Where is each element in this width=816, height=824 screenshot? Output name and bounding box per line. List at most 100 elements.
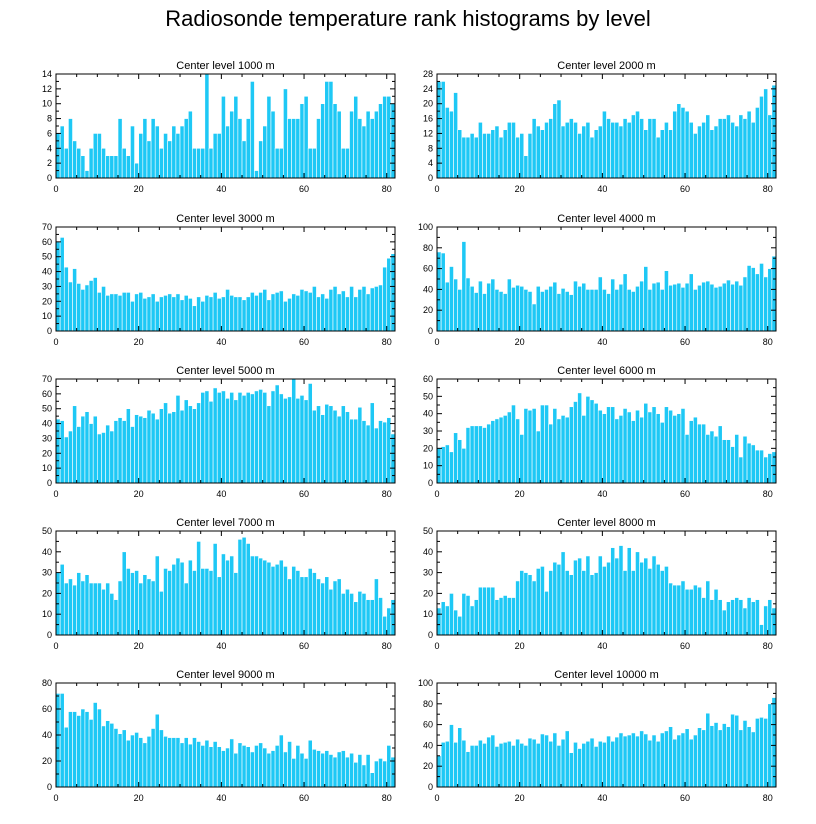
y-tick-label: 30: [423, 568, 433, 578]
panel-title: Center level 2000 m: [557, 60, 655, 72]
histogram-bar: [254, 555, 259, 636]
histogram-bar: [564, 121, 570, 179]
histogram-bar: [651, 734, 657, 788]
histogram-bar: [345, 411, 350, 484]
x-tick-label: 60: [299, 184, 309, 194]
histogram-bar: [771, 84, 777, 179]
histogram-bar: [602, 413, 607, 484]
histogram-bar: [150, 412, 156, 484]
histogram-bar: [544, 121, 549, 179]
histogram-bar: [312, 572, 317, 636]
histogram-bar: [258, 389, 264, 484]
histogram-bar: [515, 136, 520, 179]
histogram-bar: [738, 729, 744, 788]
histogram-bar: [548, 423, 554, 484]
y-tick-label: 10: [423, 609, 433, 619]
histogram-bar: [750, 121, 756, 179]
y-tick-label: 50: [42, 252, 52, 262]
histogram-bar: [486, 586, 492, 636]
histogram-bar: [511, 597, 516, 636]
histogram-bar: [672, 283, 678, 332]
histogram-bar: [324, 298, 330, 332]
histogram-bar: [540, 291, 545, 332]
histogram-bar: [742, 720, 748, 788]
histogram-bar: [229, 738, 235, 788]
histogram-bar: [369, 118, 375, 179]
histogram-bar: [266, 299, 272, 332]
x-tick-label: 20: [515, 184, 525, 194]
histogram-bar: [606, 293, 611, 332]
histogram-bar: [680, 107, 686, 179]
histogram-bar: [303, 290, 309, 332]
histogram-bar: [755, 718, 760, 788]
x-tick-label: 0: [434, 793, 439, 803]
histogram-bar: [307, 383, 313, 484]
histogram-bar: [473, 136, 479, 179]
y-tick-label: 10: [42, 609, 52, 619]
histogram-bar: [101, 432, 106, 484]
histogram-bar: [196, 541, 201, 636]
histogram-bar: [684, 728, 690, 788]
histogram-bar: [465, 751, 471, 788]
y-tick-label: 10: [42, 311, 52, 321]
histogram-bar: [361, 286, 367, 332]
histogram-bar: [759, 717, 764, 788]
histogram-bar: [560, 738, 566, 788]
panel-title: Center level 7000 m: [176, 517, 274, 529]
histogram-bar: [726, 279, 731, 332]
histogram-bar: [531, 580, 537, 636]
histogram-bar: [610, 740, 616, 788]
y-tick-label: 20: [42, 448, 52, 458]
histogram-bar: [647, 411, 653, 484]
x-tick-label: 60: [680, 641, 690, 651]
histogram-bar: [295, 295, 301, 332]
histogram-bar: [651, 118, 657, 179]
histogram-bar: [266, 752, 272, 788]
histogram-bar: [705, 712, 711, 788]
histogram-bar: [635, 551, 640, 636]
histogram-bar: [453, 432, 458, 484]
histogram-bar: [647, 739, 653, 788]
histogram-bar: [378, 103, 383, 179]
histogram-bar: [693, 734, 698, 788]
histogram-bar: [573, 741, 578, 788]
histogram-bar: [684, 282, 690, 332]
histogram-bar: [763, 456, 769, 484]
histogram-bar: [614, 289, 620, 332]
x-tick-label: 40: [216, 489, 226, 499]
histogram-bar: [134, 293, 139, 332]
y-tick-label: 0: [47, 782, 52, 792]
histogram-bar: [444, 444, 450, 484]
histogram-bar: [357, 406, 363, 484]
histogram-bar: [643, 266, 649, 332]
histogram-bar: [568, 752, 574, 788]
histogram-bar: [63, 582, 69, 636]
histogram-bar: [88, 147, 94, 179]
histogram-bar: [283, 398, 288, 484]
histogram-bar: [680, 287, 686, 332]
histogram-bar: [192, 305, 197, 332]
histogram-bar: [221, 95, 226, 179]
y-tick-label: 40: [423, 547, 433, 557]
y-tick-label: 24: [423, 84, 433, 94]
histogram-bar: [626, 289, 632, 332]
histogram-bar: [697, 586, 702, 636]
histogram-bar: [515, 418, 520, 484]
histogram-bar: [146, 140, 152, 179]
x-tick-label: 80: [763, 641, 773, 651]
histogram-bar: [552, 732, 558, 788]
histogram-bar: [353, 761, 359, 788]
histogram-bar: [225, 289, 230, 332]
histogram-bar: [154, 713, 160, 788]
histogram-bar: [332, 103, 338, 179]
histogram-bar: [494, 125, 500, 179]
histogram-bar: [159, 408, 164, 484]
histogram-bar: [655, 740, 661, 788]
histogram-bar: [125, 739, 131, 788]
histogram-bar: [457, 129, 463, 179]
histogram-bar: [498, 291, 504, 332]
histogram-bar: [374, 578, 379, 636]
histogram-bar: [614, 736, 620, 788]
histogram-bar: [245, 296, 251, 332]
y-tick-label: 60: [423, 374, 433, 384]
